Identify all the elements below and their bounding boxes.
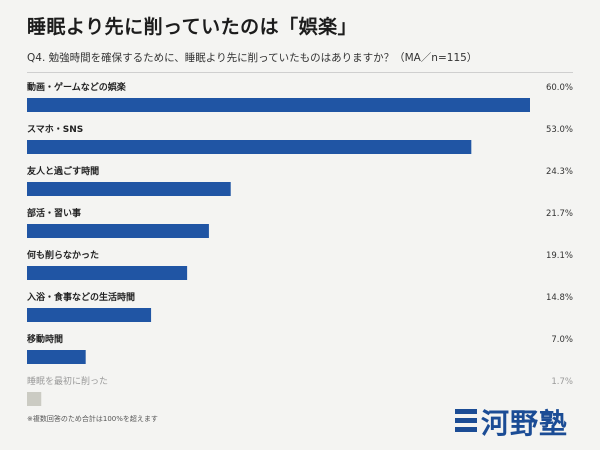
logo-text: 河野塾 [481,407,569,440]
category-label: 移動時間 [27,333,63,345]
category-label: 睡眠を最初に削った [27,375,108,387]
bar [27,350,86,364]
category-label: 部活・習い事 [27,207,81,219]
value-label: 14.8% [546,293,573,303]
category-label: 入浴・食事などの生活時間 [26,291,135,303]
bar [27,224,209,238]
value-label: 7.0% [551,335,573,345]
category-label: 何も削らなかった [27,249,99,261]
chart-title: 睡眠より先に削っていたのは「娯楽」 [27,16,358,38]
value-label: 21.7% [546,209,573,219]
bar [27,140,472,154]
category-label: 動画・ゲームなどの娯楽 [27,81,127,93]
value-label: 19.1% [546,251,573,261]
logo-mark-icon [455,407,477,437]
value-label: 60.0% [546,83,573,93]
category-label: スマホ・SNS [27,124,83,135]
bar [27,182,231,196]
value-label: 24.3% [546,167,573,177]
logo: 河野塾 [455,402,568,442]
bar [27,308,152,322]
chart-subtitle: Q4. 勉強時間を確保するために、睡眠より先に削っていたものはありますか？（MA… [27,52,478,64]
value-label: 1.7% [551,377,573,387]
footnote: ※複数回答のため合計は100%を超えます [27,415,158,423]
category-label: 友人と過ごす時間 [27,165,99,177]
bar [27,266,188,280]
title-divider [27,72,573,73]
bar [27,98,530,112]
bar [27,392,42,406]
value-label: 53.0% [546,125,573,135]
